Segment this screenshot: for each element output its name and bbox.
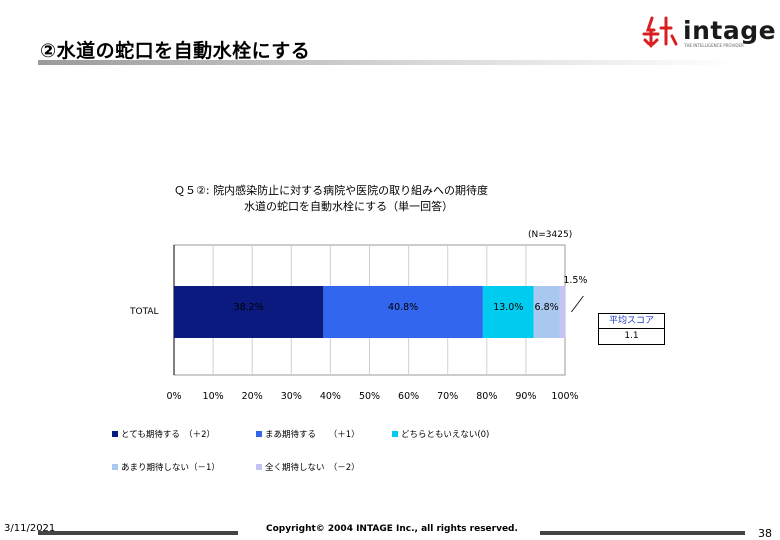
average-score-box: 平均スコア 1.1 (598, 313, 665, 345)
bar-segment (174, 286, 324, 338)
legend-item: まあ期待する （＋1） (256, 428, 360, 440)
leader-line (571, 295, 584, 313)
x-tick-label: 0% (166, 391, 181, 402)
sample-size-label: (N=3425) (528, 230, 573, 240)
legend-swatch (256, 431, 262, 437)
footer-rule-right (540, 531, 745, 535)
legend-item: 全く期待しない （－2） (256, 461, 360, 473)
bar-segment (533, 286, 560, 338)
legend-label: とても期待する （＋2） (121, 430, 215, 440)
average-score-value: 1.1 (624, 331, 639, 341)
legend-item: どちらともいえない(0) (392, 428, 489, 440)
x-tick-label: 20% (242, 391, 263, 402)
bar-segment (482, 286, 534, 338)
title-underline (38, 60, 738, 65)
footer-date: 3/11/2021 (4, 523, 56, 534)
footer-copyright: Copyright© 2004 INTAGE Inc., all rights … (266, 524, 518, 534)
x-tick-label: 80% (476, 391, 497, 402)
bar-segment (559, 286, 566, 338)
data-label: 40.8% (388, 302, 418, 313)
logo-wordmark: intage (683, 16, 777, 45)
intage-logo (642, 16, 678, 48)
x-tick-label: 90% (515, 391, 536, 402)
legend-label: あまり期待しない（－1） (121, 463, 220, 473)
legend-label: どちらともいえない(0) (401, 430, 490, 440)
legend-label: まあ期待する （＋1） (265, 430, 360, 440)
legend-swatch (112, 464, 118, 470)
footer-rule-left (38, 531, 238, 535)
x-tick-label: 100% (551, 391, 578, 402)
legend-swatch (256, 464, 262, 470)
data-label: 1.5% (563, 275, 587, 286)
slide-title: ②水道の蛇口を自動水栓にする (40, 40, 311, 62)
x-tick-label: 40% (320, 391, 341, 402)
legend-label: 全く期待しない （－2） (265, 463, 360, 473)
bar-segment (323, 286, 483, 338)
legend-swatch (392, 431, 398, 437)
page-number: 38 (758, 527, 772, 540)
data-label: 38.2% (234, 302, 264, 313)
average-score-label: 平均スコア (599, 314, 664, 329)
data-label: 6.8% (535, 302, 559, 313)
logo-tagline: THE INTELLIGENCE PROVIDER (684, 43, 744, 48)
x-tick-label: 30% (281, 391, 302, 402)
chart-title-line2: 水道の蛇口を自動水栓にする（単一回答） (244, 200, 454, 213)
legend-item: あまり期待しない（－1） (112, 461, 220, 473)
legend-item: とても期待する （＋2） (112, 428, 215, 440)
data-label: 13.0% (493, 302, 523, 313)
legend-swatch (112, 431, 118, 437)
x-tick-label: 60% (398, 391, 419, 402)
x-tick-label: 10% (203, 391, 224, 402)
x-tick-label: 50% (359, 391, 380, 402)
logo-mark-icon (642, 16, 678, 48)
x-tick-label: 70% (437, 391, 458, 402)
chart-title-line1: Ｑ５②: 院内感染防止に対する病院や医院の取り組みへの期待度 (174, 184, 489, 197)
category-label-total: TOTAL (130, 307, 159, 317)
